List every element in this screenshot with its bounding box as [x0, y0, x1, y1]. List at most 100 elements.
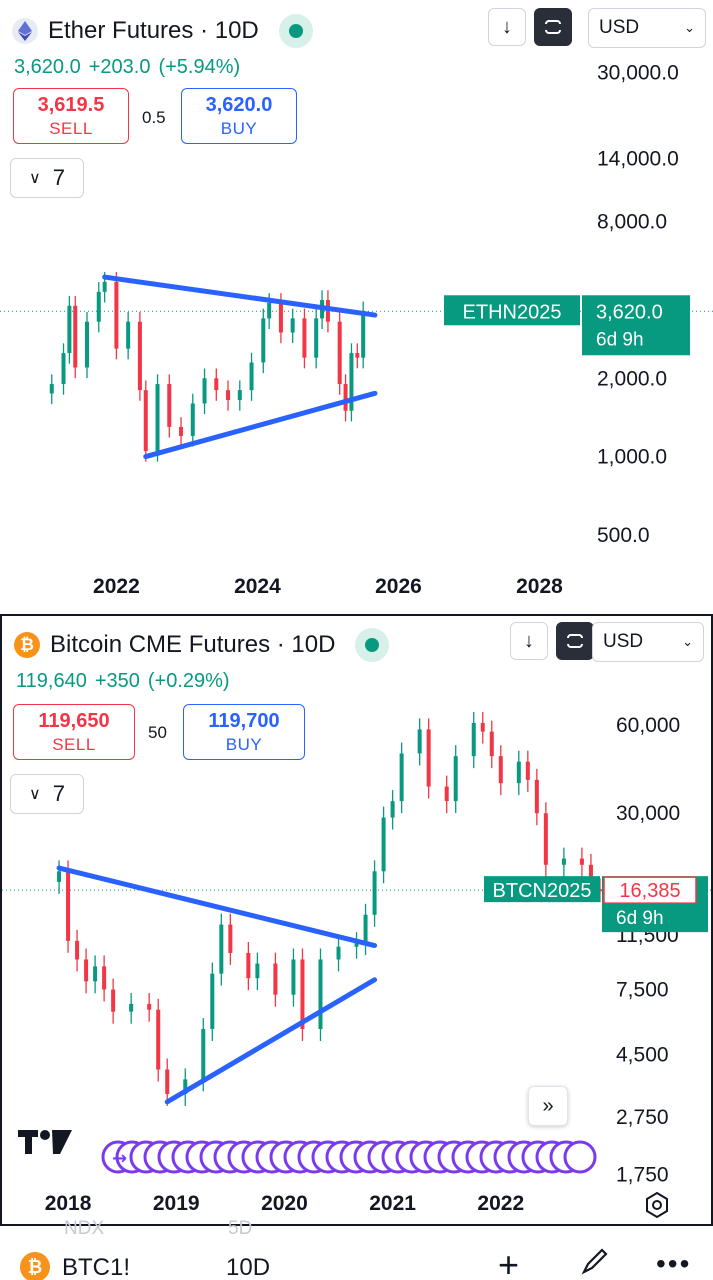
candle-body — [202, 378, 207, 404]
eth-chart-canvas[interactable]: 30,000.0 14,000.0 8,000.0 2,000.0 1,000.0 500… — [0, 0, 713, 612]
time-axis-label: 2022 — [477, 1192, 524, 1215]
candle-body — [183, 1079, 188, 1094]
candle-body — [453, 756, 458, 802]
candle-body — [318, 959, 323, 1029]
btc-symbol-title[interactable]: Bitcoin CME Futures · 10D — [50, 631, 336, 658]
eth-currency-select[interactable]: USD ⌄ — [588, 8, 706, 48]
candle-body — [226, 390, 231, 400]
candle-body — [261, 318, 266, 363]
btc-sell-button[interactable]: 119,650 SELL — [13, 704, 135, 760]
trendline — [102, 274, 378, 318]
sell-price: 119,650 — [38, 709, 110, 732]
candle-body — [237, 390, 242, 400]
price-axis-label: 2,000.0 — [597, 367, 667, 390]
fullscreen-toggle-icon[interactable] — [534, 8, 572, 46]
time-axis-label: 2024 — [234, 575, 281, 598]
btc-chart-panel[interactable]: 60,000 30,000 11,500 7,500 4,500 2,750 1,750 20… — [0, 614, 713, 1226]
candle-body — [66, 871, 71, 941]
btc-buy-button[interactable]: 119,700 BUY — [183, 704, 305, 760]
candle-body — [273, 963, 278, 995]
btc-currency-select[interactable]: USD ⌄ — [592, 622, 704, 662]
download-arrow-icon[interactable]: ↓ — [488, 8, 526, 46]
price-axis-label: 4,500 — [616, 1043, 669, 1066]
candle-body — [147, 1003, 152, 1010]
candle-body — [214, 378, 219, 391]
candle-body — [155, 384, 160, 452]
candle-body — [143, 390, 148, 452]
contract-label: ETHN2025 — [463, 301, 562, 323]
sell-label: SELL — [52, 734, 96, 754]
time-axis-label: 2018 — [45, 1192, 92, 1215]
eth-indicators-toggle[interactable]: ∨ 7 — [10, 158, 84, 198]
ghost-symbol-label: NDX — [64, 1218, 105, 1239]
interval-button[interactable]: 10D — [226, 1254, 271, 1280]
btc-change-pct: (+0.29%) — [147, 670, 230, 692]
candle-body — [93, 966, 98, 982]
eth-spread: 0.5 — [142, 108, 166, 127]
candle-body — [543, 813, 548, 865]
candle-body — [73, 305, 78, 368]
candle-body — [102, 281, 107, 292]
add-indicator-plus-icon[interactable]: + — [498, 1244, 520, 1280]
fullscreen-toggle-icon[interactable] — [556, 622, 594, 660]
eth-chart-panel[interactable]: 30,000.0 14,000.0 8,000.0 2,000.0 1,000.0 500… — [0, 0, 713, 612]
candle-body — [75, 940, 80, 960]
more-options-icon[interactable]: ••• — [656, 1248, 692, 1279]
btc-last-price: 119,640 — [16, 670, 87, 692]
bitcoin-icon: ₿ — [20, 1252, 50, 1280]
candle-body — [480, 722, 485, 732]
symbol-search-button[interactable]: BTC1! — [62, 1254, 131, 1280]
event-marker-arrow-icon: → — [112, 1148, 127, 1169]
candle-body — [372, 871, 377, 915]
chart-settings-gear-icon[interactable] — [642, 1190, 672, 1225]
buy-price: 119,700 — [208, 709, 280, 732]
candle-body — [96, 291, 101, 322]
candle-body — [278, 302, 283, 333]
btc-chart-canvas[interactable]: 60,00030,00011,5007,5004,5002,7501,75020… — [2, 616, 711, 1224]
indicators-count: 7 — [52, 781, 65, 806]
candle-body — [291, 959, 296, 995]
eth-sell-button[interactable]: 3,619.5 SELL — [13, 88, 129, 144]
buy-label: BUY — [220, 118, 258, 138]
trendline — [143, 390, 378, 460]
ghost-interval-label: 5D — [228, 1218, 253, 1239]
eth-change: +203.0 — [88, 56, 151, 78]
candle-body — [219, 924, 224, 974]
candle-body — [444, 786, 449, 802]
market-open-status-icon — [278, 14, 313, 48]
candle-body — [111, 989, 116, 1012]
scroll-to-realtime-icon[interactable]: » — [528, 1086, 568, 1126]
time-axis-label: 2026 — [375, 575, 422, 598]
contract-label: BTCN2025 — [493, 880, 592, 902]
eth-quote-line: 3,620.0 +203.0 (+5.94%) — [14, 56, 248, 79]
download-arrow-icon[interactable]: ↓ — [510, 622, 548, 660]
currency-value: USD — [603, 631, 644, 652]
candle-body — [167, 384, 172, 427]
price-axis-label: 60,000 — [616, 714, 680, 737]
candle-body — [471, 722, 476, 757]
candle-body — [381, 817, 386, 872]
time-axis-label: 2019 — [153, 1192, 200, 1215]
btc-indicators-toggle[interactable]: ∨ 7 — [10, 774, 84, 814]
price-tag-value: 3,620.0 — [596, 301, 663, 323]
price-axis-label: 1,000.0 — [597, 446, 667, 469]
candle-body — [426, 729, 431, 787]
candle-body — [267, 302, 272, 319]
eth-buy-button[interactable]: 3,620.0 BUY — [181, 88, 297, 144]
crosshair-price-label: 16,385 — [619, 880, 680, 902]
price-axis-label: 8,000.0 — [597, 211, 667, 234]
trendline — [56, 865, 378, 949]
candle-body — [525, 761, 530, 780]
price-axis-label: 30,000 — [616, 802, 680, 825]
crosshair-price-box — [603, 876, 697, 904]
market-open-status-icon — [355, 628, 390, 662]
candle-body — [129, 1003, 134, 1012]
eth-symbol-title[interactable]: Ether Futures · 10D — [48, 17, 259, 44]
candle-body — [349, 353, 354, 411]
candle-body — [290, 318, 295, 333]
price-axis-label: 1,750 — [616, 1164, 669, 1187]
time-axis-label: 2022 — [93, 575, 140, 598]
candle-body — [201, 1028, 206, 1080]
candle-body — [190, 403, 195, 436]
drawing-pen-icon[interactable] — [578, 1244, 612, 1280]
